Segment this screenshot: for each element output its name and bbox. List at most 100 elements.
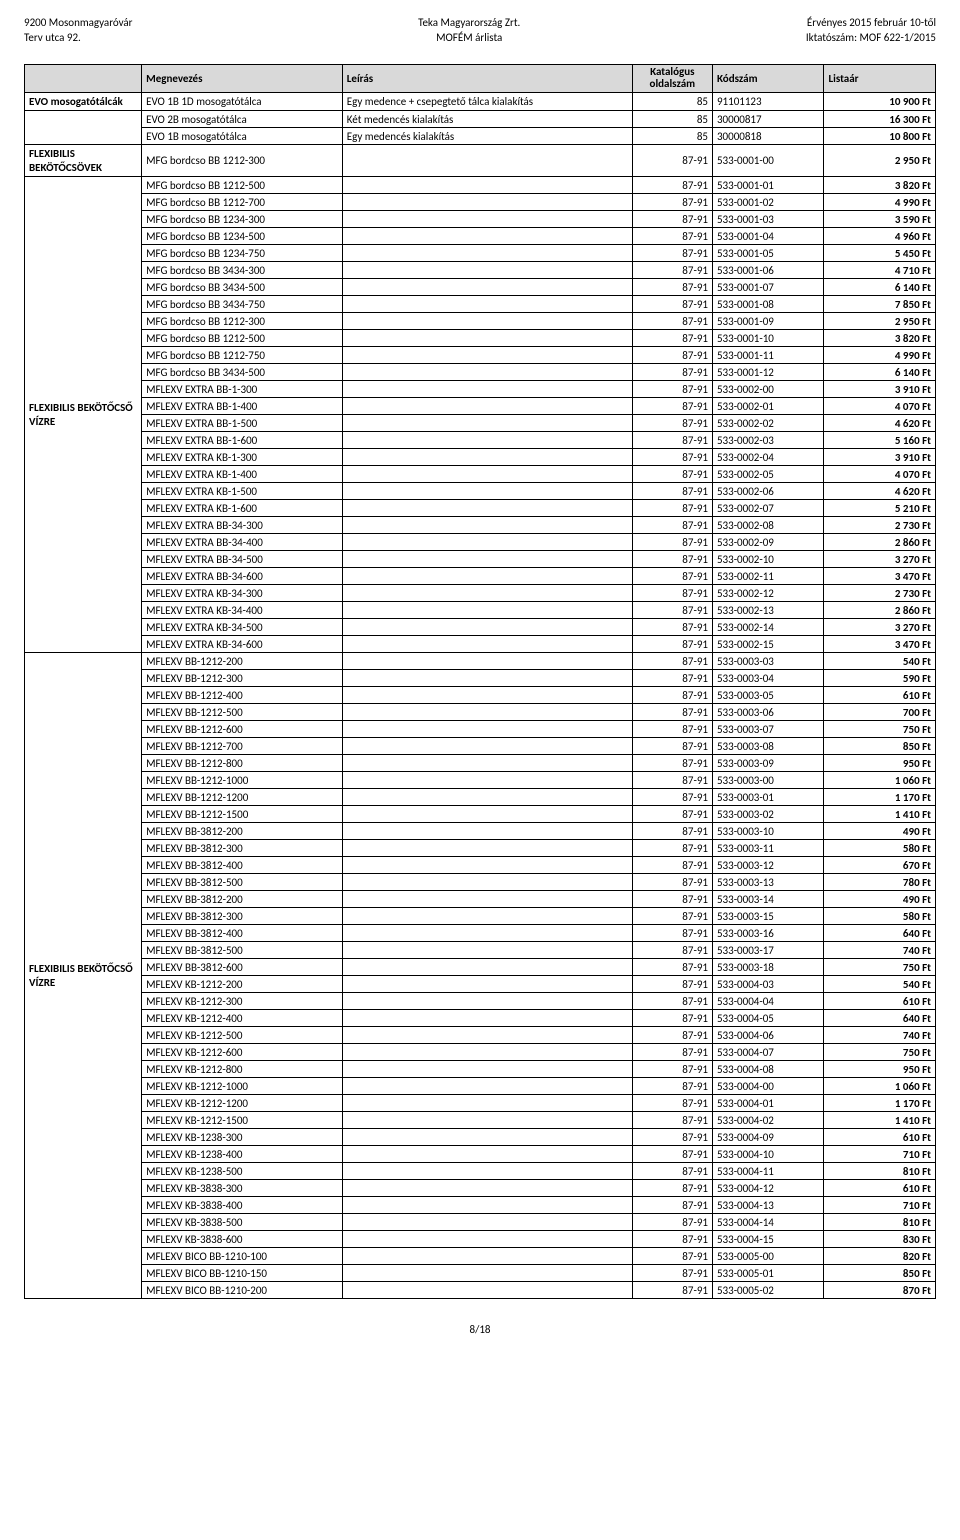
cell-desc: [342, 687, 632, 704]
cell-desc: [342, 1027, 632, 1044]
cell-desc: [342, 398, 632, 415]
cell-price: 2 950 Ft: [824, 313, 936, 330]
cell-page: 87-91: [632, 636, 712, 653]
cell-desc: [342, 840, 632, 857]
cell-price: 610 Ft: [824, 1180, 936, 1197]
cell-desc: [342, 500, 632, 517]
cell-name: MFLEXV EXTRA KB-34-300: [142, 585, 343, 602]
cell-page: 87-91: [632, 1146, 712, 1163]
cell-name: MFG bordcso BB 3434-500: [142, 279, 343, 296]
cell-desc: [342, 1248, 632, 1265]
cell-code: 533-0002-12: [712, 585, 824, 602]
cell-price: 2 950 Ft: [824, 145, 936, 177]
cell-desc: [342, 194, 632, 211]
cell-price: 1 410 Ft: [824, 1112, 936, 1129]
table-row: MFLEXV EXTRA BB-1-60087-91533-0002-035 1…: [25, 432, 936, 449]
cell-page: 87-91: [632, 823, 712, 840]
cell-desc: [342, 857, 632, 874]
table-row: MFLEXV BB-1212-40087-91533-0003-05610 Ft: [25, 687, 936, 704]
cell-price: 580 Ft: [824, 908, 936, 925]
cell-desc: [342, 1180, 632, 1197]
cell-code: 533-0004-06: [712, 1027, 824, 1044]
cell-code: 533-0003-02: [712, 806, 824, 823]
cell-code: 533-0001-09: [712, 313, 824, 330]
cell-name: EVO 1B 1D mosogatótálca: [142, 92, 343, 110]
cell-desc: [342, 721, 632, 738]
cell-page: 87-91: [632, 500, 712, 517]
table-row: MFLEXV BICO BB-1210-10087-91533-0005-008…: [25, 1248, 936, 1265]
cell-page: 87-91: [632, 1231, 712, 1248]
cell-page: 87-91: [632, 1027, 712, 1044]
cell-price: 490 Ft: [824, 823, 936, 840]
cell-code: 533-0003-12: [712, 857, 824, 874]
cell-name: MFLEXV BB-1212-600: [142, 721, 343, 738]
cell-price: 740 Ft: [824, 1027, 936, 1044]
cell-name: MFG bordcso BB 1234-750: [142, 245, 343, 262]
cell-name: MFLEXV BB-3812-400: [142, 857, 343, 874]
cell-price: 750 Ft: [824, 1044, 936, 1061]
cell-name: MFLEXV EXTRA BB-1-300: [142, 381, 343, 398]
cell-price: 4 070 Ft: [824, 466, 936, 483]
cell-name: MFLEXV BB-1212-400: [142, 687, 343, 704]
cell-desc: [342, 211, 632, 228]
cell-code: 533-0004-00: [712, 1078, 824, 1095]
cell-page: 87-91: [632, 449, 712, 466]
cell-desc: [342, 483, 632, 500]
cell-desc: [342, 1265, 632, 1282]
cell-page: 87-91: [632, 585, 712, 602]
cell-page: 87-91: [632, 704, 712, 721]
cell-price: 580 Ft: [824, 840, 936, 857]
cell-name: MFG bordcso BB 1234-300: [142, 211, 343, 228]
table-row: MFG bordcso BB 1212-75087-91533-0001-114…: [25, 347, 936, 364]
cell-code: 533-0003-16: [712, 925, 824, 942]
cell-name: EVO 2B mosogatótálca: [142, 111, 343, 128]
table-row: MFLEXV EXTRA BB-34-30087-91533-0002-082 …: [25, 517, 936, 534]
cell-desc: [342, 891, 632, 908]
table-row: MFLEXV KB-1238-30087-91533-0004-09610 Ft: [25, 1129, 936, 1146]
cell-name: MFLEXV BB-3812-500: [142, 942, 343, 959]
cell-code: 533-0003-17: [712, 942, 824, 959]
col-price: Listaár: [824, 64, 936, 92]
cell-page: 85: [632, 111, 712, 128]
cell-price: 7 850 Ft: [824, 296, 936, 313]
header-left: 9200 Mosonmagyaróvár Terv utca 92.: [24, 16, 133, 46]
cell-price: 5 160 Ft: [824, 432, 936, 449]
cell-page: 87-91: [632, 381, 712, 398]
table-row: FLEXIBILIS BEKÖTŐCSÖVEKMFG bordcso BB 12…: [25, 145, 936, 177]
table-row: MFLEXV BB-3812-20087-91533-0003-10490 Ft: [25, 823, 936, 840]
table-row: MFLEXV KB-1212-150087-91533-0004-021 410…: [25, 1112, 936, 1129]
table-row: MFLEXV BB-3812-40087-91533-0003-12670 Ft: [25, 857, 936, 874]
cell-page: 87-91: [632, 296, 712, 313]
cell-price: 950 Ft: [824, 755, 936, 772]
cell-price: 1 170 Ft: [824, 1095, 936, 1112]
cell-page: 87-91: [632, 891, 712, 908]
table-row: MFLEXV EXTRA BB-1-40087-91533-0002-014 0…: [25, 398, 936, 415]
cell-page: 87-91: [632, 177, 712, 194]
cell-code: 533-0003-03: [712, 653, 824, 670]
cell-code: 533-0003-11: [712, 840, 824, 857]
cell-page: 87-91: [632, 1010, 712, 1027]
cell-price: 640 Ft: [824, 1010, 936, 1027]
cell-price: 4 960 Ft: [824, 228, 936, 245]
cell-price: 1 060 Ft: [824, 772, 936, 789]
cell-page: 87-91: [632, 1265, 712, 1282]
cell-page: 87-91: [632, 211, 712, 228]
cell-page: 87-91: [632, 806, 712, 823]
cell-page: 87-91: [632, 1197, 712, 1214]
cell-name: MFLEXV BICO BB-1210-150: [142, 1265, 343, 1282]
cell-desc: [342, 585, 632, 602]
cell-page: 87-91: [632, 1112, 712, 1129]
header-right: Érvényes 2015 február 10-től Iktatószám:…: [806, 16, 936, 46]
page-number: 8/18: [24, 1323, 936, 1336]
cell-desc: [342, 874, 632, 891]
cell-name: MFG bordcso BB 1212-750: [142, 347, 343, 364]
cell-code: 533-0003-00: [712, 772, 824, 789]
cell-price: 3 470 Ft: [824, 568, 936, 585]
cell-name: MFLEXV KB-1238-300: [142, 1129, 343, 1146]
cell-price: 3 470 Ft: [824, 636, 936, 653]
cell-code: 533-0004-05: [712, 1010, 824, 1027]
cell-code: 533-0003-15: [712, 908, 824, 925]
cell-code: 533-0004-02: [712, 1112, 824, 1129]
table-row: MFLEXV BB-1212-50087-91533-0003-06700 Ft: [25, 704, 936, 721]
cell-desc: [342, 1163, 632, 1180]
